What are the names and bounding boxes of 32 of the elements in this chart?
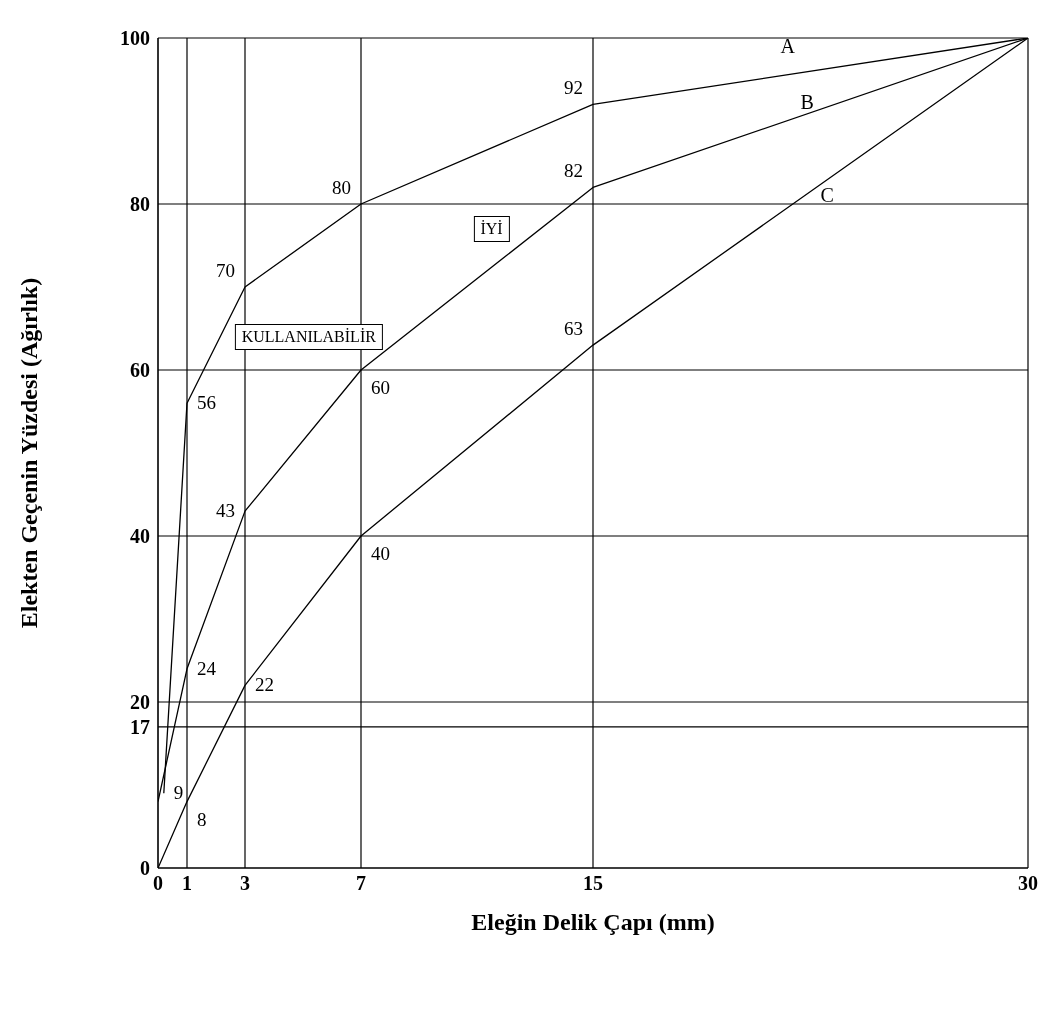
data-label: 24 [197, 657, 217, 679]
data-label: 43 [216, 500, 235, 522]
x-tick-label: 1 [182, 872, 192, 895]
y-tick-label: 40 [130, 525, 150, 548]
data-label: 40 [371, 543, 390, 564]
y-tick-label: 20 [130, 691, 150, 714]
series-label: A [780, 35, 796, 58]
y-tick-label: 80 [130, 193, 150, 216]
data-label: 9 [173, 782, 184, 804]
x-tick-label: 3 [240, 872, 250, 895]
series-label: C [820, 183, 834, 206]
data-label: 8 [197, 808, 207, 830]
x-tick-label: 30 [1018, 872, 1038, 895]
data-label: 63 [564, 318, 583, 340]
annotation: KULLANILABİLİR [241, 327, 376, 345]
data-label: 60 [371, 377, 390, 398]
x-axis-title: Eleğin Delik Çapı (mm) [471, 909, 715, 935]
y-tick-label: 0 [140, 857, 150, 880]
data-label: 92 [564, 77, 583, 99]
data-label: 80 [332, 177, 351, 198]
y-tick-label: 100 [120, 27, 150, 50]
y-tick-label: 60 [130, 359, 150, 382]
x-tick-label: 15 [583, 872, 603, 895]
data-label: 56 [197, 392, 216, 414]
y-tick-label: 17 [130, 716, 150, 738]
data-label: 70 [216, 260, 235, 281]
data-label: 82 [564, 160, 583, 182]
x-tick-label: 7 [356, 872, 366, 895]
y-axis-title: Elekten Geçenin Yüzdesi (Ağırlık) [15, 277, 42, 629]
data-label: 22 [255, 674, 274, 696]
annotation: İYİ [480, 219, 503, 237]
series-label: B [800, 90, 814, 113]
